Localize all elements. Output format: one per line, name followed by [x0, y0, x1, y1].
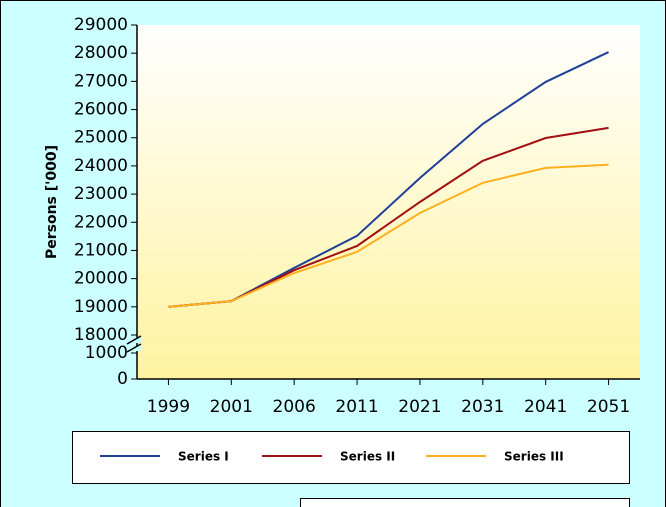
x-tick-label: 2001: [210, 397, 253, 417]
y-tick-label: 25000: [74, 128, 128, 148]
y-tick-label: 18000: [74, 325, 128, 345]
x-tick-label: 2051: [587, 397, 630, 417]
y-tick-label: 23000: [74, 184, 128, 204]
legend: [72, 431, 630, 484]
x-tick-label: 2011: [335, 397, 378, 417]
y-tick-label: 27000: [74, 71, 128, 91]
axis-break: [126, 335, 142, 345]
y-axis-label: Persons ['000]: [44, 145, 60, 259]
legend-label: Series I: [178, 450, 229, 464]
y-tick-label: 29000: [74, 15, 128, 35]
x-tick-label: 2031: [461, 397, 504, 417]
series-line: [168, 163, 609, 308]
legend-label: Series II: [340, 450, 395, 464]
y-tick-label: 22000: [74, 212, 128, 232]
y-tick-label: 28000: [74, 43, 128, 63]
y-tick-label: 21000: [74, 240, 128, 260]
plot-area: [137, 25, 640, 379]
x-tick-label: 2041: [524, 397, 567, 417]
x-tick-label: 2006: [273, 397, 316, 417]
y-tick-label: 19000: [74, 297, 128, 317]
y-tick-label: 24000: [74, 156, 128, 176]
y-tick-label: 20000: [74, 269, 128, 289]
note-box: [300, 498, 630, 507]
x-tick-label: 2021: [398, 397, 441, 417]
x-tick-label: 1999: [147, 397, 190, 417]
y-tick-label: 0: [117, 369, 128, 389]
legend-label: Series III: [504, 450, 564, 464]
axis-break: [126, 343, 142, 353]
y-tick-label: 26000: [74, 100, 128, 120]
y-tick-label: 1000: [85, 343, 128, 363]
